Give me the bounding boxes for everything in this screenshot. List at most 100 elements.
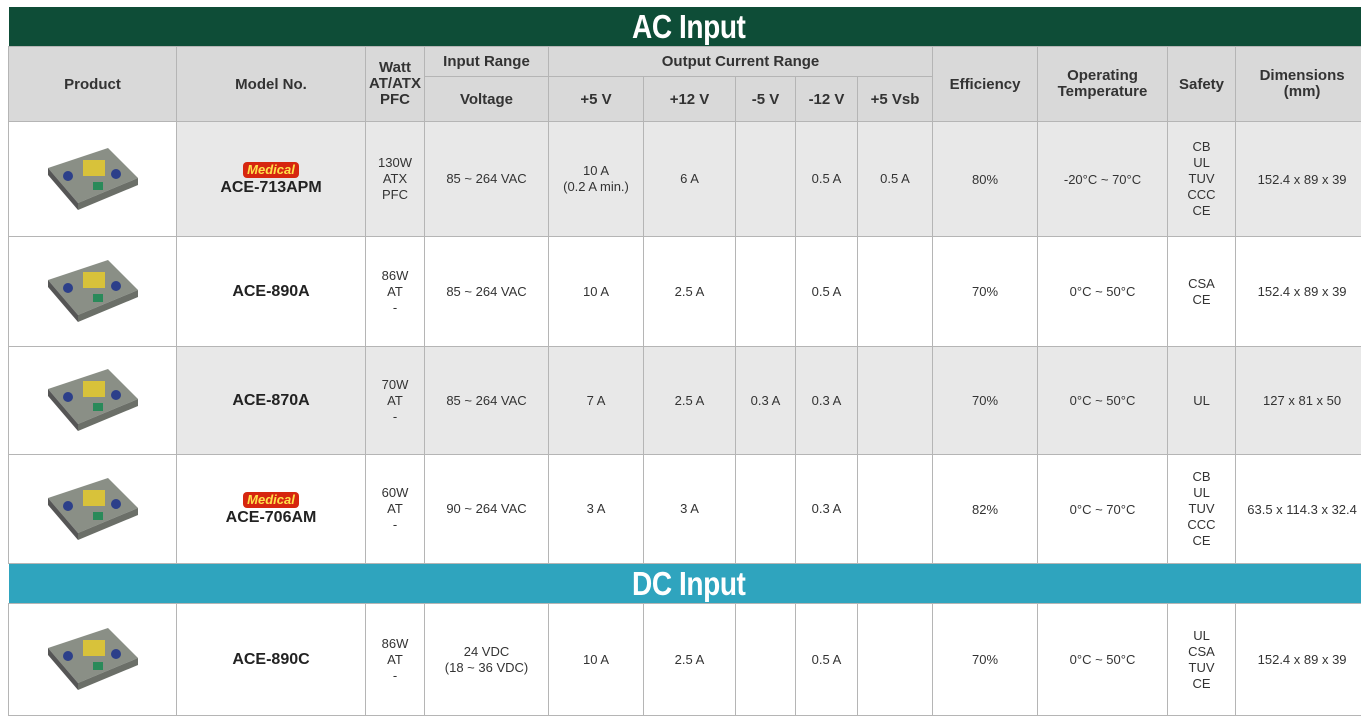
text-line: ATX: [368, 171, 422, 187]
voltage-cell: 24 VDC(18 ~ 36 VDC): [425, 604, 549, 716]
dimensions-cell: 152.4 x 89 x 39: [1236, 604, 1361, 716]
output-cell: 0.5 A: [796, 237, 858, 347]
text-line: PFC: [368, 187, 422, 203]
text-line: (0.2 A min.): [551, 179, 641, 195]
text-line: 10 A: [551, 284, 641, 300]
text-line: AT: [368, 652, 422, 668]
product-image-cell: [9, 604, 177, 716]
text-line: (18 ~ 36 VDC): [427, 660, 546, 676]
output-cell: 0.3 A: [796, 347, 858, 455]
text-line: 60W: [368, 485, 422, 501]
text-line: 10 A: [551, 163, 641, 179]
text-line: AT: [368, 501, 422, 517]
product-image-cell: [9, 122, 177, 237]
text-line: CSA: [1170, 276, 1233, 292]
text-line: UL: [1170, 485, 1233, 501]
output-cell: 3 A: [644, 455, 736, 564]
watt-cell: 70WAT-: [366, 347, 425, 455]
text-line: 3 A: [646, 501, 733, 517]
text-line: CSA: [1170, 644, 1233, 660]
text-line: 85 ~ 264 VAC: [427, 171, 546, 187]
text-line: TUV: [1170, 660, 1233, 676]
column-header: -12 V: [796, 77, 858, 122]
output-cell: [736, 237, 796, 347]
output-cell: 0.3 A: [796, 455, 858, 564]
text-line: CB: [1170, 469, 1233, 485]
temperature-cell: 0°C ~ 50°C: [1038, 347, 1168, 455]
text-line: -: [368, 668, 422, 684]
text-line: CCC: [1170, 517, 1233, 533]
product-row: ACE-890A86WAT-85 ~ 264 VAC10 A2.5 A0.5 A…: [9, 237, 1361, 347]
column-header: +12 V: [644, 77, 736, 122]
text-line: UL: [1170, 628, 1233, 644]
output-cell: 2.5 A: [644, 347, 736, 455]
text-line: PFC: [368, 92, 422, 108]
text-line: 10 A: [551, 652, 641, 668]
output-cell: [858, 455, 933, 564]
medical-badge: Medical: [243, 162, 299, 178]
product-image-cell: [9, 347, 177, 455]
text-line: UL: [1170, 393, 1233, 409]
section-title-cell: DC Input: [9, 564, 1361, 604]
dimensions-cell: 63.5 x 114.3 x 32.4: [1236, 455, 1361, 564]
text-line: TUV: [1170, 171, 1233, 187]
output-cell: [858, 237, 933, 347]
column-header: +5 V: [549, 77, 644, 122]
text-line: AT: [368, 393, 422, 409]
output-cell: 0.5 A: [796, 122, 858, 237]
text-line: 7 A: [551, 393, 641, 409]
text-line: 2.5 A: [646, 284, 733, 300]
text-line: CE: [1170, 292, 1233, 308]
output-cell: 6 A: [644, 122, 736, 237]
text-line: 86W: [368, 636, 422, 652]
temperature-cell: 0°C ~ 70°C: [1038, 455, 1168, 564]
temperature-cell: 0°C ~ 50°C: [1038, 604, 1168, 716]
output-cell: 10 A: [549, 604, 644, 716]
text-line: 0.3 A: [738, 393, 793, 409]
text-line: 85 ~ 264 VAC: [427, 284, 546, 300]
column-header: Voltage: [425, 77, 549, 122]
output-cell: 2.5 A: [644, 604, 736, 716]
text-line: 130W: [368, 155, 422, 171]
column-header: -5 V: [736, 77, 796, 122]
text-line: 0.3 A: [798, 393, 855, 409]
text-line: CE: [1170, 203, 1233, 219]
output-cell: 0.5 A: [858, 122, 933, 237]
model-cell: MedicalACE-706AM: [177, 455, 366, 564]
output-cell: 10 A(0.2 A min.): [549, 122, 644, 237]
output-cell: 3 A: [549, 455, 644, 564]
text-line: CB: [1170, 139, 1233, 155]
voltage-cell: 85 ~ 264 VAC: [425, 122, 549, 237]
output-cell: [736, 122, 796, 237]
text-line: AT: [368, 284, 422, 300]
voltage-cell: 85 ~ 264 VAC: [425, 237, 549, 347]
text-line: 86W: [368, 268, 422, 284]
voltage-cell: 85 ~ 264 VAC: [425, 347, 549, 455]
dimensions-cell: 127 x 81 x 50: [1236, 347, 1361, 455]
text-line: 0.5 A: [798, 171, 855, 187]
product-photo: [38, 138, 148, 218]
voltage-cell: 90 ~ 264 VAC: [425, 455, 549, 564]
text-line: AT/ATX: [368, 76, 422, 92]
efficiency-cell: 82%: [933, 455, 1038, 564]
product-photo: [38, 359, 148, 439]
text-line: CCC: [1170, 187, 1233, 203]
model-number: ACE-706AM: [226, 509, 317, 526]
output-cell: 7 A: [549, 347, 644, 455]
efficiency-cell: 80%: [933, 122, 1038, 237]
output-cell: 10 A: [549, 237, 644, 347]
column-header: Efficiency: [933, 47, 1038, 122]
text-line: 6 A: [646, 171, 733, 187]
dimensions-cell: 152.4 x 89 x 39: [1236, 237, 1361, 347]
